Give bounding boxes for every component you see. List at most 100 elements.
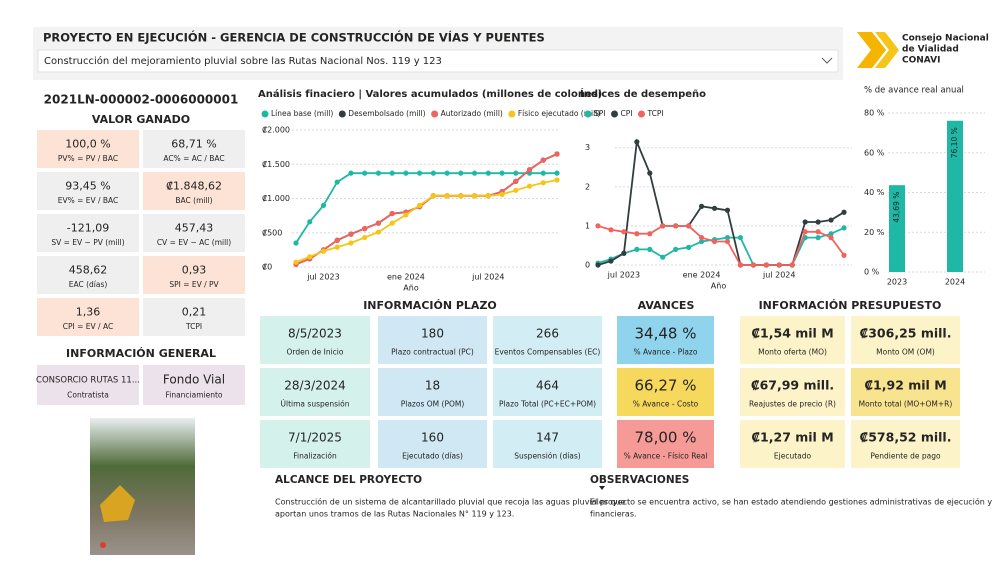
data-point [499,170,505,176]
data-point [389,210,395,217]
kpi-label: SV = EV − PV (mill) [51,238,124,247]
data-point [698,238,705,245]
kpi-value: 66,27 % [635,377,697,395]
data-point [737,262,744,268]
kpi-value: ₡306,25 mill. [860,326,952,341]
y-tick-label: 0 % [864,268,880,277]
x-tick-label: jul 2024 [471,273,504,282]
data-point [686,244,692,251]
kpi-card [851,420,960,468]
section-title: INFORMACIÓN GENERAL [66,347,216,360]
data-point [389,170,395,176]
kpi-card [143,298,245,336]
kpi-card [378,368,487,416]
data-label: 76,10 % [950,127,959,158]
legend-marker [431,110,439,118]
kpi-label: Plazos OM (POM) [401,399,465,408]
data-point [430,170,436,176]
kpi-value: 147 [536,431,559,445]
data-point [724,238,731,245]
kpi-label: Monto OM (OM) [876,347,935,356]
kpi-value: CONSORCIO RUTAS 11... [36,376,140,386]
data-point [711,205,718,211]
data-point [444,193,450,199]
data-point [526,183,533,189]
body-text: aportan unos tramos de las Rutas Naciona… [275,510,514,519]
kpi-label: Reajustes de precio (R) [749,399,836,408]
x-axis-label: Año [711,282,727,291]
data-point [485,193,491,199]
data-point [595,223,601,229]
data-point [540,157,546,163]
data-point [499,191,505,197]
logo-shape [875,32,899,68]
kpi-value: 8/5/2023 [288,327,342,341]
section-title: INFORMACIÓN PLAZO [363,299,497,312]
kpi-card [260,316,370,364]
body-text: financieras. [590,510,637,519]
data-point [362,226,368,232]
kpi-value: 266 [536,327,559,341]
data-point [750,262,756,268]
data-point [403,170,409,176]
data-label: 43,69 % [892,192,901,223]
map-pin [100,542,106,548]
y-tick-label: 3 [585,143,590,152]
project-selector-text[interactable]: Construcción del mejoramiento pluvial so… [44,55,442,67]
kpi-label: Monto total (MO+OM+R) [859,399,953,408]
data-point [540,170,546,176]
kpi-card [37,256,139,294]
kpi-card [740,420,845,468]
kpi-card [851,368,960,416]
data-point [815,229,821,235]
data-point [724,207,731,213]
data-point [375,170,382,176]
project-code: 2021LN-000002-0006000001 [44,93,239,107]
bar [889,185,905,272]
data-point [554,151,560,157]
data-point [828,235,834,241]
kpi-value: ₡578,52 mill. [860,430,952,445]
kpi-label: % Avance - Costo [633,399,699,408]
y-tick-label: 1 [585,221,590,230]
y-tick-label: ₡1.000 [262,194,290,203]
data-point [513,187,519,193]
kpi-value: ₡1,54 mil M [751,326,833,341]
kpi-value: ₡1.848,62 [166,179,222,192]
kpi-card [493,368,602,416]
kpi-label: SPI = EV / PV [169,280,219,289]
data-point [647,246,653,252]
kpi-value: 1,36 [76,305,101,318]
project-selector[interactable] [37,49,839,73]
data-point [334,237,340,243]
data-point [513,178,519,184]
data-point [471,170,478,176]
legend-label: SPI [594,109,606,118]
data-point [608,258,614,264]
kpi-value: -121,09 [67,221,109,234]
data-point [375,220,382,226]
data-point [320,202,327,208]
data-point [634,246,640,252]
data-point [841,209,847,215]
legend-label: TCPI [646,109,663,118]
kpi-card [851,316,960,364]
data-point [540,180,546,186]
data-point [458,170,464,176]
data-point [554,170,560,176]
kpi-value: ₡67,99 mill. [751,378,834,393]
kpi-card [740,368,845,416]
data-point [815,235,821,241]
logo-text: Consejo Nacional [902,34,989,44]
kpi-value: 68,71 % [171,137,216,150]
data-point [348,170,354,176]
caret [599,486,605,490]
data-point [595,262,601,268]
x-tick-label: ene 2024 [683,271,721,280]
logo-text: CONAVI [902,56,940,66]
data-point [737,235,744,241]
data-point [634,139,640,145]
kpi-value: Fondo Vial [163,373,225,387]
data-point [647,170,653,176]
dropdown-chevron[interactable] [821,57,833,64]
